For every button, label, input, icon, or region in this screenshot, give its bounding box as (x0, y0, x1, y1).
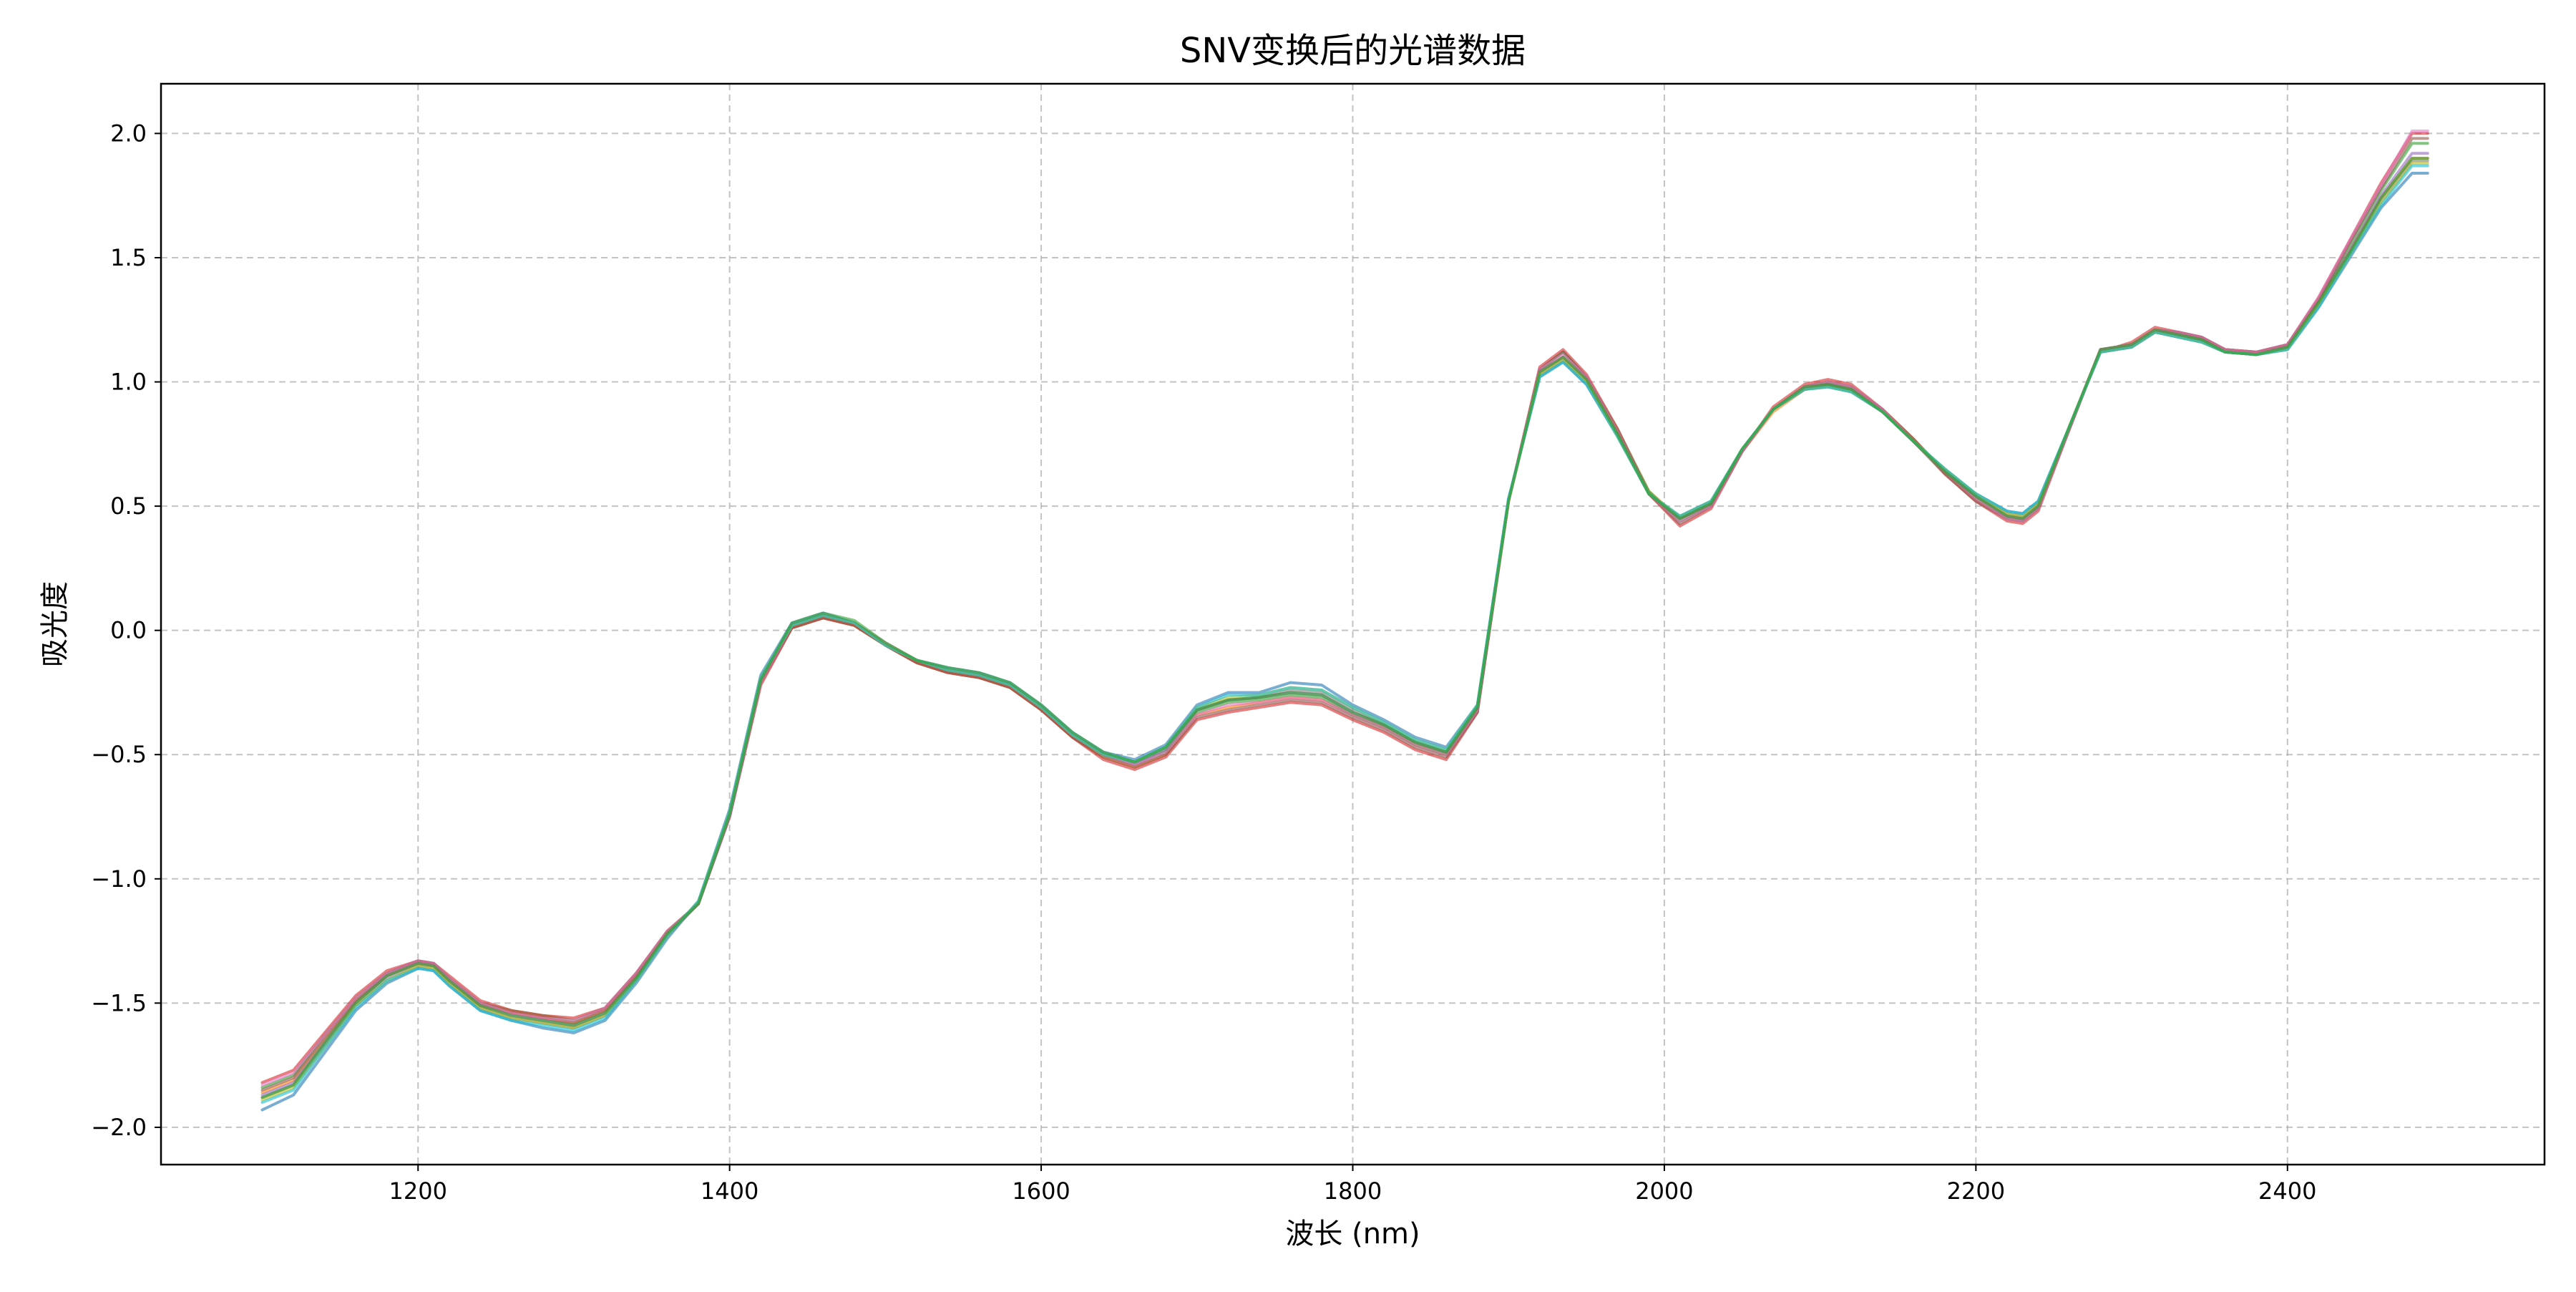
x-tick-label: 1600 (1012, 1177, 1070, 1205)
x-tick-label: 2200 (1947, 1177, 2005, 1205)
x-tick-label: 2000 (1635, 1177, 1693, 1205)
series-group (260, 130, 2429, 1112)
grid (161, 84, 2545, 1165)
x-tick-label: 1200 (389, 1177, 447, 1205)
y-tick-label: −1.5 (91, 989, 147, 1016)
x-tick-label: 1400 (701, 1177, 758, 1205)
x-axis-label: 波长 (nm) (1285, 1218, 1420, 1250)
x-tick-label: 1800 (1324, 1177, 1382, 1205)
chart-title: SNV变换后的光谱数据 (1180, 31, 1526, 71)
spectrum-line-11 (260, 157, 2429, 1099)
y-tick-label: −2.0 (91, 1114, 147, 1141)
y-tick-label: 1.0 (110, 369, 147, 396)
x-tick-label: 2400 (2258, 1177, 2316, 1205)
y-tick-label: −0.5 (91, 741, 147, 768)
spectrum-line-10 (260, 164, 2429, 1104)
y-tick-label: 2.0 (110, 120, 147, 147)
y-tick-label: −1.0 (91, 865, 147, 893)
y-tick-label: 0.5 (110, 492, 147, 520)
y-axis-label: 吸光度 (39, 581, 72, 667)
y-tick-label: 1.5 (110, 244, 147, 271)
axis-ticks: 1200 1400 1600 1800 2000 2200 2400 −2.0 −1.5 −1.0… (91, 120, 2316, 1205)
y-tick-label: 0.0 (110, 617, 147, 644)
